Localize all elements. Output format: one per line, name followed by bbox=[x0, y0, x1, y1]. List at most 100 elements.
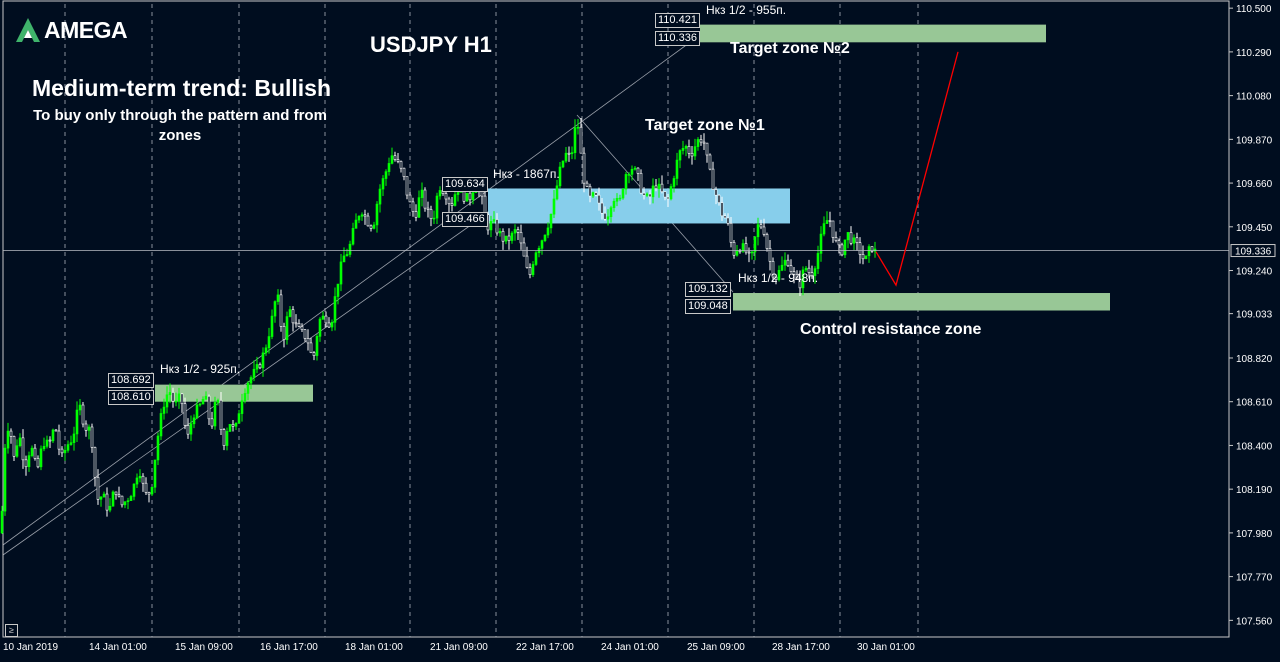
x-tick-label: 30 Jan 01:00 bbox=[857, 642, 915, 653]
candle-body bbox=[798, 278, 802, 289]
candle-body bbox=[858, 242, 862, 255]
candle-body bbox=[837, 240, 841, 246]
candle-body bbox=[594, 192, 598, 196]
trend-line bbox=[2, 212, 489, 556]
candle-body bbox=[738, 250, 742, 253]
control-zone-lower-price: 109.048 bbox=[685, 299, 731, 314]
candle-body bbox=[489, 221, 493, 231]
candle-body bbox=[432, 217, 436, 220]
zone2-label: Target zone №2 bbox=[730, 40, 850, 57]
candle-body bbox=[198, 403, 202, 406]
candle-body bbox=[783, 259, 787, 266]
candle-body bbox=[786, 259, 790, 267]
candle-body bbox=[378, 188, 382, 205]
candle-body bbox=[30, 447, 34, 456]
candle-body bbox=[321, 315, 325, 320]
y-tick-label: 109.450 bbox=[1236, 223, 1273, 234]
candle-body bbox=[0, 510, 4, 534]
candle-body bbox=[285, 316, 289, 340]
candle-body bbox=[849, 232, 853, 244]
candle-body bbox=[651, 185, 655, 198]
candle-body bbox=[42, 446, 46, 450]
x-tick-label: 15 Jan 09:00 bbox=[175, 642, 233, 653]
candle-body bbox=[357, 215, 361, 221]
candle-body bbox=[237, 413, 241, 424]
candle-body bbox=[576, 126, 580, 129]
candle-body bbox=[213, 402, 217, 427]
candle-body bbox=[732, 242, 736, 256]
candle-body bbox=[120, 495, 124, 506]
candle-body bbox=[696, 139, 700, 147]
candle-body bbox=[624, 174, 628, 190]
candle-body bbox=[840, 244, 844, 256]
candle-body bbox=[453, 194, 457, 206]
candle-body bbox=[222, 429, 226, 446]
candle-body bbox=[342, 255, 346, 263]
candle-body bbox=[699, 139, 703, 143]
candle-body bbox=[255, 364, 259, 370]
candle-body bbox=[615, 198, 619, 202]
candle-body bbox=[666, 196, 670, 200]
candle-body bbox=[753, 236, 757, 253]
candle-body bbox=[516, 229, 520, 233]
candle-body bbox=[573, 127, 577, 153]
zone2-lower-price: 110.336 bbox=[655, 31, 700, 46]
candle-body bbox=[642, 192, 646, 196]
candle-body bbox=[528, 267, 532, 275]
candle-body bbox=[519, 232, 523, 244]
candle-body bbox=[804, 267, 808, 271]
amega-logo: AMEGA bbox=[14, 16, 128, 44]
control-zone-rect bbox=[733, 293, 1110, 311]
support-zone-upper-price: 108.692 bbox=[108, 373, 154, 388]
candle-body bbox=[306, 338, 310, 344]
candle-body bbox=[822, 223, 826, 235]
y-tick-label: 107.770 bbox=[1236, 573, 1273, 584]
candle-body bbox=[336, 283, 340, 297]
candle-body bbox=[801, 269, 805, 289]
y-tick-label: 108.190 bbox=[1236, 485, 1273, 496]
candle-body bbox=[405, 176, 409, 196]
candle-body bbox=[423, 189, 427, 209]
support-zone-note: Нкз 1/2 - 925п. bbox=[160, 362, 241, 376]
candle-body bbox=[597, 194, 601, 204]
candle-body bbox=[99, 496, 103, 500]
candle-body bbox=[186, 425, 190, 435]
candle-body bbox=[249, 377, 253, 384]
candle-body bbox=[60, 448, 64, 454]
candle-body bbox=[381, 178, 385, 190]
candle-body bbox=[126, 500, 130, 503]
candle-body bbox=[75, 409, 79, 435]
candle-body bbox=[771, 261, 775, 278]
y-tick-label: 109.240 bbox=[1236, 267, 1273, 278]
candle-body bbox=[705, 142, 709, 156]
y-tick-label: 108.610 bbox=[1236, 398, 1273, 409]
candle-body bbox=[531, 264, 535, 275]
candle-body bbox=[48, 439, 52, 442]
candle-body bbox=[435, 195, 439, 219]
candle-body bbox=[678, 150, 682, 161]
candle-body bbox=[780, 264, 784, 271]
candle-body bbox=[873, 248, 877, 252]
candle-body bbox=[399, 161, 403, 169]
candle-body bbox=[372, 224, 376, 229]
chart-shift-button[interactable]: ≥ bbox=[5, 624, 18, 637]
candle-body bbox=[396, 159, 400, 162]
candle-body bbox=[498, 231, 502, 234]
candle-body bbox=[234, 422, 238, 427]
candle-body bbox=[366, 215, 370, 227]
candle-body bbox=[117, 494, 121, 497]
candle-body bbox=[27, 455, 31, 468]
candle-body bbox=[324, 315, 328, 324]
candle-body bbox=[21, 437, 25, 461]
candle-body bbox=[681, 148, 685, 151]
current-price-label: 109.336 bbox=[1235, 247, 1272, 258]
logo-text: AMEGA bbox=[44, 16, 128, 43]
y-tick-label: 109.870 bbox=[1236, 135, 1273, 146]
candle-body bbox=[522, 242, 526, 257]
candle-body bbox=[210, 418, 214, 427]
candle-body bbox=[600, 202, 604, 214]
candle-body bbox=[546, 227, 550, 236]
candle-body bbox=[174, 400, 178, 403]
candle-body bbox=[828, 220, 832, 222]
